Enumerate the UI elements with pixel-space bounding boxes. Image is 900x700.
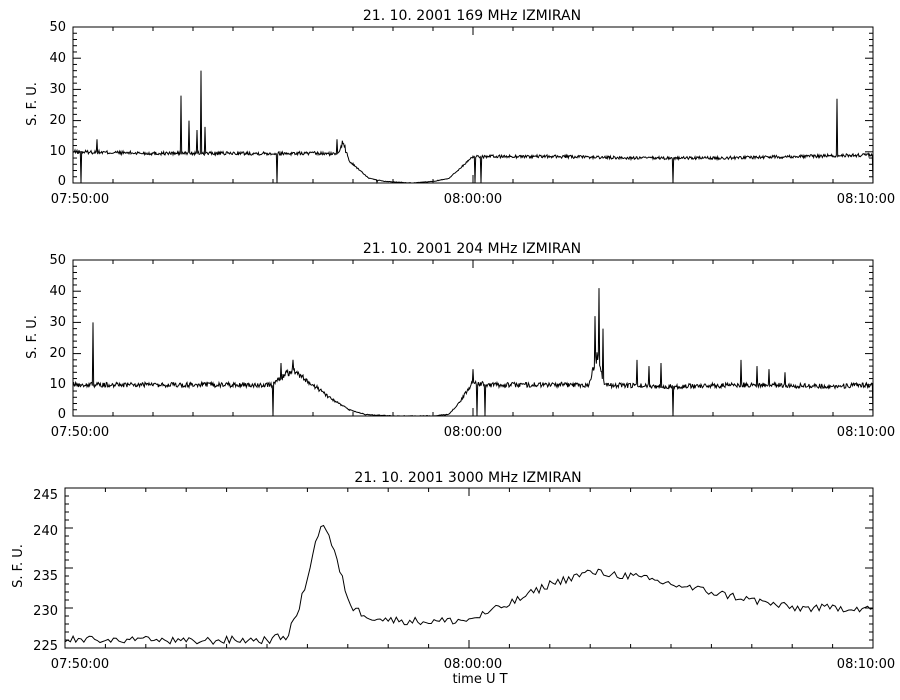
y-axis-label: S. F. U. [25,82,40,126]
y-tick-label: 20 [49,113,66,128]
y-tick-label: 50 [49,253,66,268]
panel-204mhz: 21. 10. 2001 204 MHz IZMIRAN S. F. U. 0 … [25,241,895,440]
y-tick-label: 245 [33,488,58,503]
x-tick-label: 08:10:00 [837,657,895,672]
y-tick-label: 30 [49,82,66,97]
x-tick-label: 08:00:00 [444,425,502,440]
x-tick-label: 08:00:00 [444,657,502,672]
y-tick-label: 10 [49,144,66,159]
axis-ticks [64,487,874,649]
y-tick-label: 30 [49,315,66,330]
y-tick-label: 50 [49,20,66,35]
y-axis-label: S. F. U. [25,315,40,359]
flux-series-line [72,288,874,417]
flux-series-line [72,70,874,185]
y-tick-label: 225 [33,639,58,654]
y-tick-label: 230 [33,604,58,619]
y-tick-label: 235 [33,569,58,584]
x-tick-label: 07:50:00 [51,192,109,207]
flux-series-line [64,524,874,645]
y-axis-label: S. F. U. [11,544,26,588]
axis-ticks [72,259,874,417]
y-tick-label: 0 [58,174,66,189]
x-tick-label: 08:10:00 [837,425,895,440]
y-tick-label: 40 [49,51,66,66]
chart-title: 21. 10. 2001 204 MHz IZMIRAN [363,241,581,257]
y-tick-label: 240 [33,524,58,539]
x-axis-label: time U T [452,672,507,687]
y-tick-label: 20 [49,346,66,361]
axis-ticks [72,26,874,184]
chart-title: 21. 10. 2001 169 MHz IZMIRAN [363,8,581,24]
y-tick-label: 40 [49,284,66,299]
y-tick-label: 0 [58,407,66,422]
y-tick-label: 10 [49,377,66,392]
x-tick-label: 08:00:00 [444,192,502,207]
x-tick-label: 07:50:00 [51,425,109,440]
x-tick-label: 08:10:00 [837,192,895,207]
x-tick-label: 07:50:00 [51,657,109,672]
panel-169mhz: 21. 10. 2001 169 MHz IZMIRAN S. F. U. 0 … [25,8,895,207]
panel-3000mhz: 21. 10. 2001 3000 MHz IZMIRAN S. F. U. 2… [11,470,895,687]
chart-title: 21. 10. 2001 3000 MHz IZMIRAN [354,470,581,486]
